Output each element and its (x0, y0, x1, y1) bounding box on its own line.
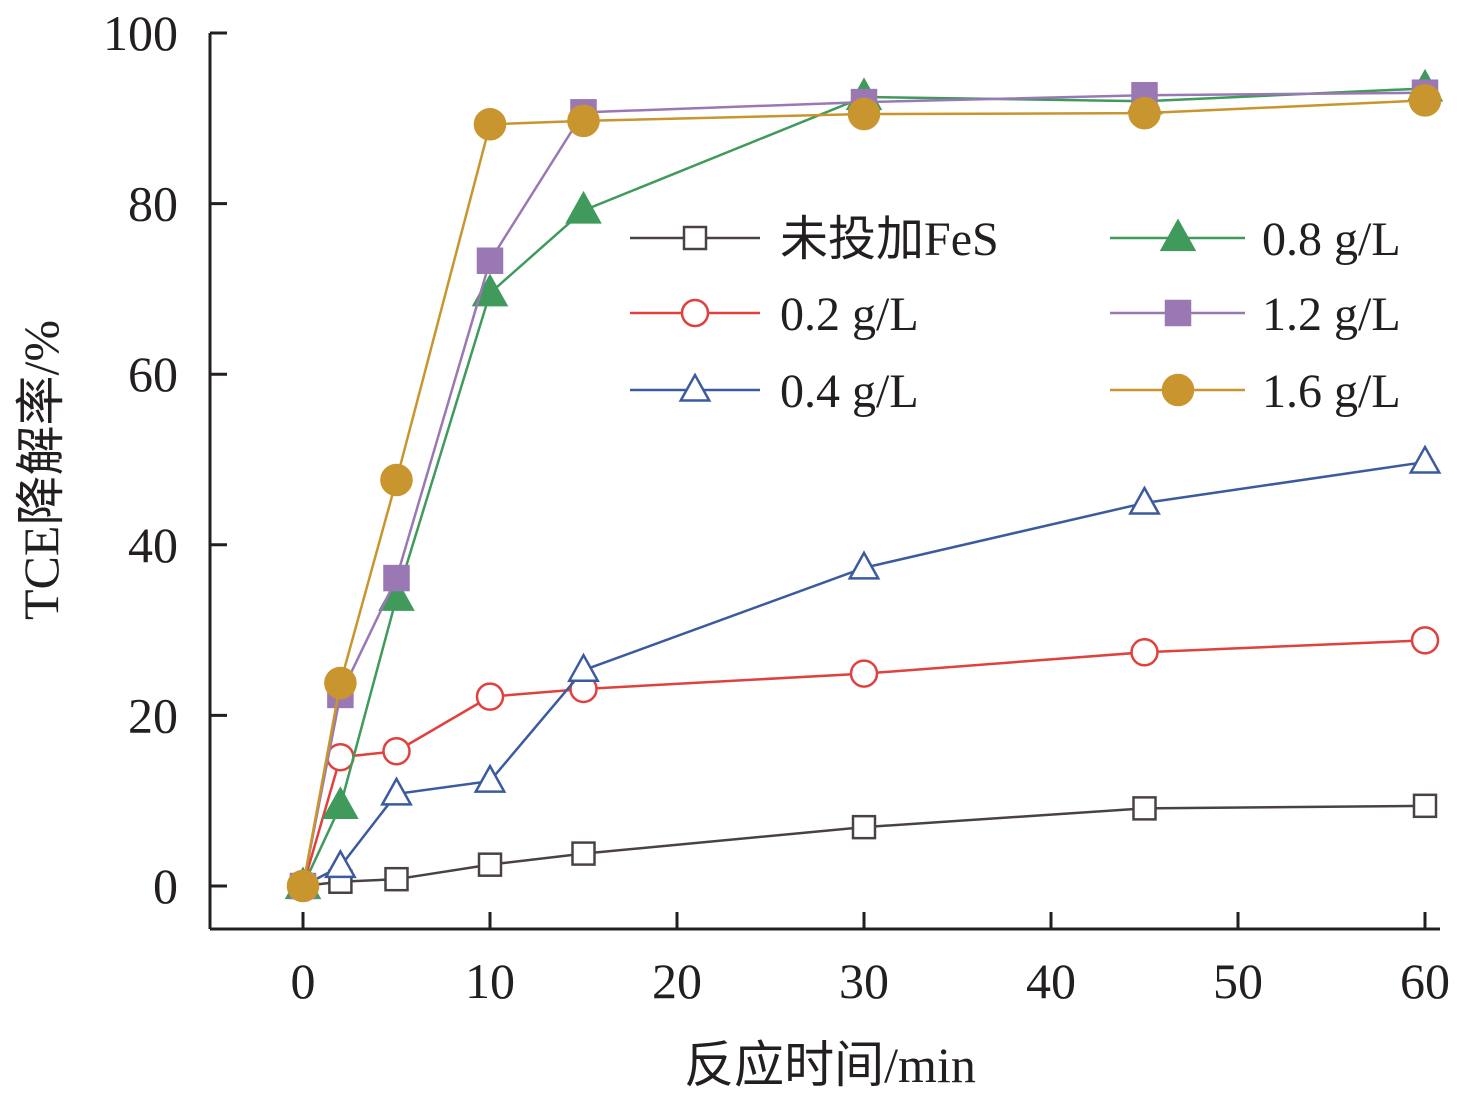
x-axis-label: 反应时间/min (684, 1037, 976, 1093)
legend-item: 1.2 g/L (1110, 288, 1401, 341)
data-point (380, 776, 413, 806)
legend-marker (682, 225, 708, 251)
data-point (571, 841, 596, 866)
data-point (849, 659, 879, 688)
data-point (380, 463, 413, 497)
legend-label: 1.6 g/L (1262, 365, 1401, 418)
legend-item: 1.6 g/L (1110, 365, 1401, 418)
data-point (847, 97, 881, 131)
data-point (847, 550, 881, 580)
data-point (326, 742, 355, 772)
y-tick-label: 40 (128, 517, 178, 573)
data-point (476, 247, 504, 275)
y-axis-label: TCE降解率/% (13, 320, 69, 620)
y-tick-label: 0 (153, 858, 178, 914)
y-tick-label: 80 (128, 176, 178, 232)
y-tick-label: 100 (103, 5, 178, 61)
legend-marker (1159, 218, 1197, 252)
x-tick-label: 10 (465, 953, 515, 1009)
data-point (324, 848, 357, 879)
series-line (301, 99, 1426, 887)
legend-label: 0.8 g/L (1262, 213, 1401, 266)
data-point (1408, 444, 1442, 474)
legend-label: 0.4 g/L (780, 365, 919, 418)
legend-label: 1.2 g/L (1262, 288, 1401, 341)
legend-marker (680, 298, 710, 328)
data-point (1128, 485, 1161, 515)
data-point (567, 104, 600, 138)
data-point (382, 736, 411, 766)
x-tick-label: 0 (291, 953, 316, 1009)
legend-marker (678, 372, 712, 402)
data-point (1408, 84, 1442, 117)
y-tick-label: 20 (128, 687, 178, 743)
legend: 未投加FeS 0.2 g/L 0.4 g/L 0.8 g/L 1.2 g/L 1.6 g/… (630, 213, 1401, 418)
data-point (1412, 793, 1438, 819)
data-point (473, 763, 507, 793)
y-tick-label: 60 (128, 346, 178, 402)
data-point (851, 814, 877, 840)
x-tick-label: 60 (1400, 953, 1450, 1009)
data-point (324, 666, 357, 700)
data-point (565, 190, 602, 224)
legend-marker (1164, 299, 1192, 327)
data-point (322, 786, 359, 819)
data-point (1130, 638, 1159, 667)
legend-label: 未投加FeS (780, 213, 999, 266)
data-point (477, 852, 503, 877)
data-point (475, 682, 505, 711)
data-point (473, 108, 507, 141)
data-point (567, 652, 600, 682)
series-5 (286, 84, 1442, 903)
x-tick-label: 50 (1213, 953, 1263, 1009)
series-line (302, 460, 1426, 888)
data-point (1132, 796, 1157, 821)
x-tick-label: 30 (839, 953, 889, 1009)
data-point (1410, 626, 1440, 655)
x-tick-label: 20 (652, 953, 702, 1009)
data-point (286, 869, 320, 903)
legend-item: 0.4 g/L (630, 365, 919, 418)
legend-item: 未投加FeS (630, 213, 999, 266)
series-line (301, 91, 1426, 887)
legend-label: 0.2 g/L (780, 288, 919, 341)
x-tick-label: 40 (1026, 953, 1076, 1009)
legend-item: 0.2 g/L (630, 288, 919, 341)
data-point (384, 866, 409, 892)
axes (208, 33, 1440, 931)
data-point (1128, 96, 1161, 130)
series-4 (289, 79, 1439, 900)
series-1 (288, 626, 1440, 901)
legend-marker (1161, 373, 1195, 407)
series-line (301, 87, 1426, 887)
series-0 (290, 793, 1438, 899)
legend-item: 0.8 g/L (1110, 213, 1401, 266)
data-point (383, 564, 410, 592)
